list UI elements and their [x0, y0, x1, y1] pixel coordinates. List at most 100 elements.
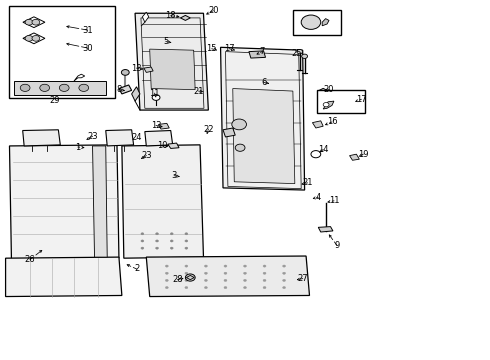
Polygon shape — [323, 101, 334, 109]
Polygon shape — [135, 13, 208, 110]
Circle shape — [185, 272, 188, 274]
Circle shape — [32, 36, 40, 41]
Circle shape — [283, 265, 286, 267]
Polygon shape — [132, 87, 140, 101]
Circle shape — [141, 247, 144, 249]
Text: 31: 31 — [82, 26, 93, 35]
Polygon shape — [150, 49, 195, 90]
Circle shape — [170, 247, 173, 249]
Circle shape — [25, 36, 33, 41]
Circle shape — [152, 95, 160, 100]
Text: 21: 21 — [302, 178, 313, 187]
Circle shape — [165, 265, 168, 267]
Text: 26: 26 — [24, 255, 35, 264]
Circle shape — [204, 272, 207, 274]
Text: 16: 16 — [327, 117, 337, 126]
Circle shape — [122, 69, 129, 75]
Circle shape — [263, 287, 266, 289]
Circle shape — [141, 240, 144, 242]
Circle shape — [283, 287, 286, 289]
Circle shape — [170, 240, 173, 242]
Text: 23: 23 — [141, 151, 151, 160]
Bar — [293, 10, 341, 35]
Circle shape — [323, 103, 329, 107]
Bar — [14, 81, 106, 95]
Polygon shape — [9, 145, 119, 260]
Polygon shape — [119, 85, 132, 94]
Text: 23: 23 — [87, 132, 98, 141]
Polygon shape — [223, 128, 235, 137]
Polygon shape — [159, 123, 169, 129]
Bar — [318, 90, 365, 113]
Circle shape — [204, 287, 207, 289]
Circle shape — [244, 265, 246, 267]
Circle shape — [263, 279, 266, 282]
Circle shape — [263, 272, 266, 274]
Circle shape — [156, 240, 159, 242]
Text: 19: 19 — [358, 150, 368, 159]
Polygon shape — [318, 226, 333, 232]
Circle shape — [302, 54, 308, 58]
Circle shape — [185, 247, 188, 249]
Text: 15: 15 — [206, 44, 217, 53]
Circle shape — [263, 265, 266, 267]
Text: 13: 13 — [131, 64, 142, 73]
Circle shape — [297, 49, 303, 54]
Text: 24: 24 — [131, 133, 142, 142]
Text: 25: 25 — [291, 49, 301, 58]
Circle shape — [79, 84, 89, 91]
Polygon shape — [5, 257, 122, 297]
Text: 11: 11 — [149, 89, 160, 98]
Circle shape — [156, 233, 159, 235]
Text: 1: 1 — [75, 143, 80, 152]
Polygon shape — [143, 12, 149, 22]
Circle shape — [25, 19, 33, 25]
Text: 10: 10 — [157, 141, 167, 150]
Circle shape — [59, 84, 69, 91]
Polygon shape — [23, 33, 45, 44]
Text: 27: 27 — [297, 274, 308, 283]
Polygon shape — [15, 83, 106, 95]
Circle shape — [232, 119, 246, 130]
Circle shape — [170, 233, 173, 235]
Polygon shape — [220, 47, 305, 190]
Polygon shape — [147, 256, 310, 297]
Circle shape — [165, 279, 168, 282]
Circle shape — [283, 272, 286, 274]
Polygon shape — [106, 130, 134, 146]
Text: 2: 2 — [134, 265, 139, 274]
Polygon shape — [122, 145, 203, 258]
Circle shape — [235, 144, 245, 151]
Text: 17: 17 — [356, 95, 367, 104]
Circle shape — [156, 247, 159, 249]
Text: 28: 28 — [172, 275, 183, 284]
Text: 9: 9 — [334, 241, 340, 250]
Circle shape — [301, 15, 321, 30]
Text: 29: 29 — [49, 96, 60, 105]
Circle shape — [40, 84, 49, 91]
Bar — [9, 6, 115, 98]
Circle shape — [32, 19, 40, 25]
Circle shape — [204, 279, 207, 282]
Text: 3: 3 — [172, 171, 177, 180]
Circle shape — [224, 279, 227, 282]
Circle shape — [185, 265, 188, 267]
Text: 21: 21 — [194, 86, 204, 95]
Circle shape — [185, 233, 188, 235]
Circle shape — [224, 265, 227, 267]
Text: 22: 22 — [203, 125, 214, 134]
Circle shape — [185, 287, 188, 289]
Circle shape — [185, 240, 188, 242]
Text: 18: 18 — [166, 11, 176, 20]
Circle shape — [244, 272, 246, 274]
Circle shape — [165, 287, 168, 289]
Circle shape — [185, 274, 195, 281]
Polygon shape — [349, 154, 359, 160]
Text: 8: 8 — [116, 85, 122, 94]
Text: 17: 17 — [224, 44, 235, 53]
Circle shape — [311, 150, 321, 158]
Circle shape — [244, 287, 246, 289]
Text: 30: 30 — [82, 44, 93, 53]
Text: 20: 20 — [208, 6, 219, 15]
Circle shape — [185, 279, 188, 282]
